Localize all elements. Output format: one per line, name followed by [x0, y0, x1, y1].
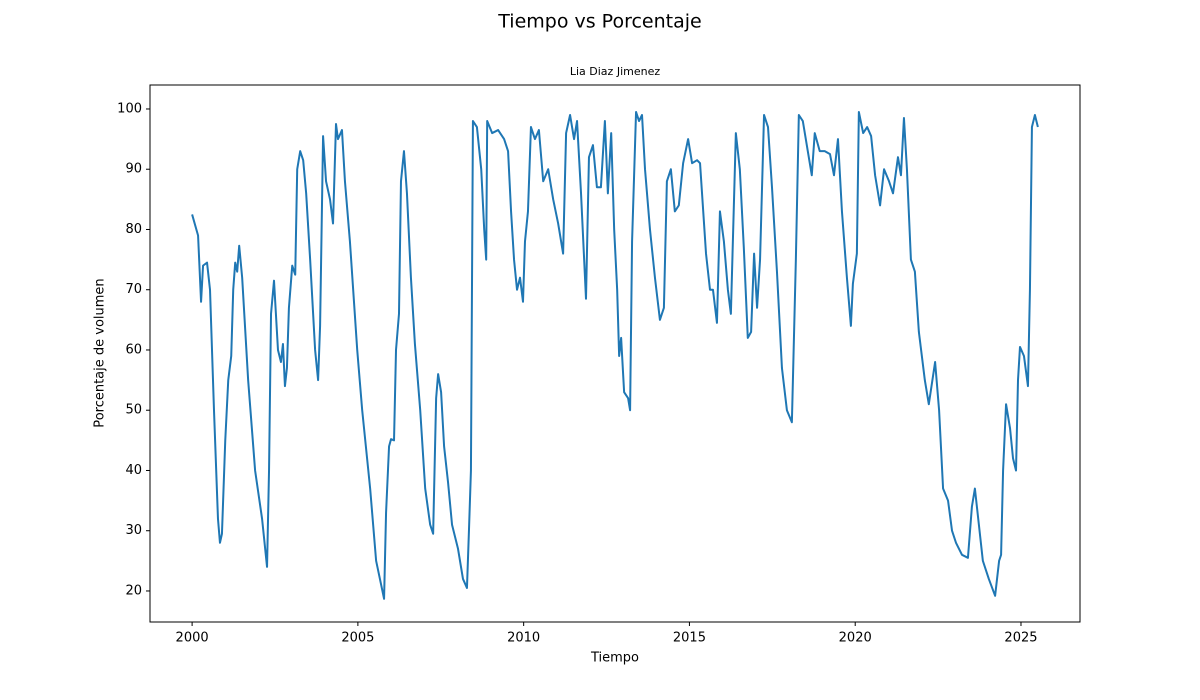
x-tick-label: 2015	[673, 631, 706, 646]
x-axis-label: Tiempo	[590, 651, 639, 666]
y-axis-label: Porcentaje de volumen	[93, 278, 108, 427]
y-tick-label: 20	[125, 583, 142, 598]
y-tick-label: 40	[125, 463, 142, 478]
x-tick-label: 2000	[176, 631, 209, 646]
x-tick-label: 2020	[839, 631, 872, 646]
y-tick-label: 30	[125, 523, 142, 538]
x-tick-label: 2005	[341, 631, 374, 646]
y-tick-label: 90	[125, 162, 142, 177]
y-tick-label: 60	[125, 342, 142, 357]
y-tick-label: 100	[117, 101, 142, 116]
x-tick-label: 2025	[1004, 631, 1037, 646]
plot-frame	[149, 84, 1081, 623]
y-tick-label: 70	[125, 282, 142, 297]
chart-title: Tiempo vs Porcentaje	[497, 11, 701, 33]
x-tick-label: 2010	[507, 631, 540, 646]
data-line	[191, 110, 1039, 600]
y-tick-label: 80	[125, 222, 142, 237]
chart-subtitle: Lia Diaz Jimenez	[570, 65, 660, 78]
y-tick-label: 50	[125, 403, 142, 418]
